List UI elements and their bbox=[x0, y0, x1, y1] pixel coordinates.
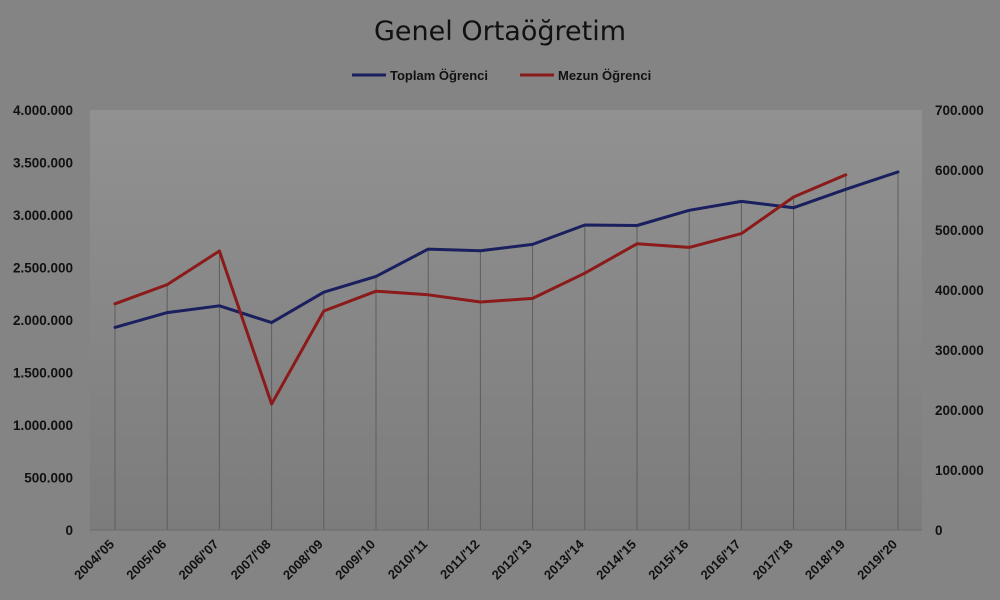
plot-area bbox=[90, 110, 922, 530]
x-tick-label: 2004/'05 bbox=[71, 537, 117, 583]
series-line-mezun-renci bbox=[113, 173, 848, 406]
y-right-tick-label: 100.000 bbox=[935, 463, 984, 478]
series-line-toplam-renci bbox=[113, 170, 900, 329]
legend-label: Mezun Öğrenci bbox=[558, 68, 651, 83]
y-left-tick-label: 4.000.000 bbox=[13, 103, 73, 118]
x-axis: 2004/'05 2005/'06 2006/'07 2007/'08 2008/'09… bbox=[71, 529, 922, 583]
x-tick-label: 2007/'08 bbox=[228, 537, 274, 583]
y-left-tick-label: 1.000.000 bbox=[13, 418, 73, 433]
x-tick-label: 2009/'10 bbox=[332, 537, 378, 583]
x-tick-label: 2014/'15 bbox=[593, 537, 639, 583]
y-left-tick-label: 500.000 bbox=[24, 471, 73, 486]
y-right-tick-label: 300.000 bbox=[935, 343, 984, 358]
chart-title: Genel Ortaöğretim bbox=[374, 16, 626, 47]
y-left-tick-label: 2.000.000 bbox=[13, 313, 73, 328]
x-tick-label: 2011/'12 bbox=[437, 537, 483, 583]
y-right-tick-label: 600.000 bbox=[935, 163, 984, 178]
x-tick-label: 2015/'16 bbox=[645, 537, 691, 583]
x-tick-label: 2013/'14 bbox=[541, 536, 588, 583]
y-left-tick-label: 0 bbox=[65, 523, 73, 538]
y-right-tick-label: 700.000 bbox=[935, 103, 984, 118]
x-tick-label: 2018/'19 bbox=[802, 537, 848, 583]
legend-label: Toplam Öğrenci bbox=[390, 68, 488, 83]
y-left-tick-label: 1.500.000 bbox=[13, 366, 73, 381]
legend: Toplam Öğrenci Mezun Öğrenci bbox=[352, 68, 651, 83]
y-right-tick-label: 500.000 bbox=[935, 223, 984, 238]
y-left-tick-label: 3.500.000 bbox=[13, 156, 73, 171]
drop-lines bbox=[114, 171, 899, 530]
y-right-tick-label: 400.000 bbox=[935, 283, 984, 298]
x-tick-label: 2012/'13 bbox=[489, 537, 535, 583]
y-right-tick-label: 200.000 bbox=[935, 403, 984, 418]
x-tick-label: 2006/'07 bbox=[175, 537, 221, 583]
x-tick-label: 2016/'17 bbox=[697, 537, 743, 583]
x-tick-label: 2010/'11 bbox=[385, 537, 431, 583]
y-axis-right: 0 100.000 200.000 300.000 400.000 500.000 600.… bbox=[935, 103, 984, 538]
y-right-tick-label: 0 bbox=[935, 523, 943, 538]
x-tick-label: 2005/'06 bbox=[123, 537, 169, 583]
y-axis-left: 0 500.000 1.000.000 1.500.000 2.000.000 2.500… bbox=[13, 103, 73, 538]
x-tick-label: 2008/'09 bbox=[280, 537, 326, 583]
x-tick-label: 2019/'20 bbox=[854, 537, 900, 583]
y-left-tick-label: 3.000.000 bbox=[13, 208, 73, 223]
y-left-tick-label: 2.500.000 bbox=[13, 261, 73, 276]
series-lines bbox=[113, 170, 900, 406]
x-tick-label: 2017/'18 bbox=[750, 537, 796, 583]
